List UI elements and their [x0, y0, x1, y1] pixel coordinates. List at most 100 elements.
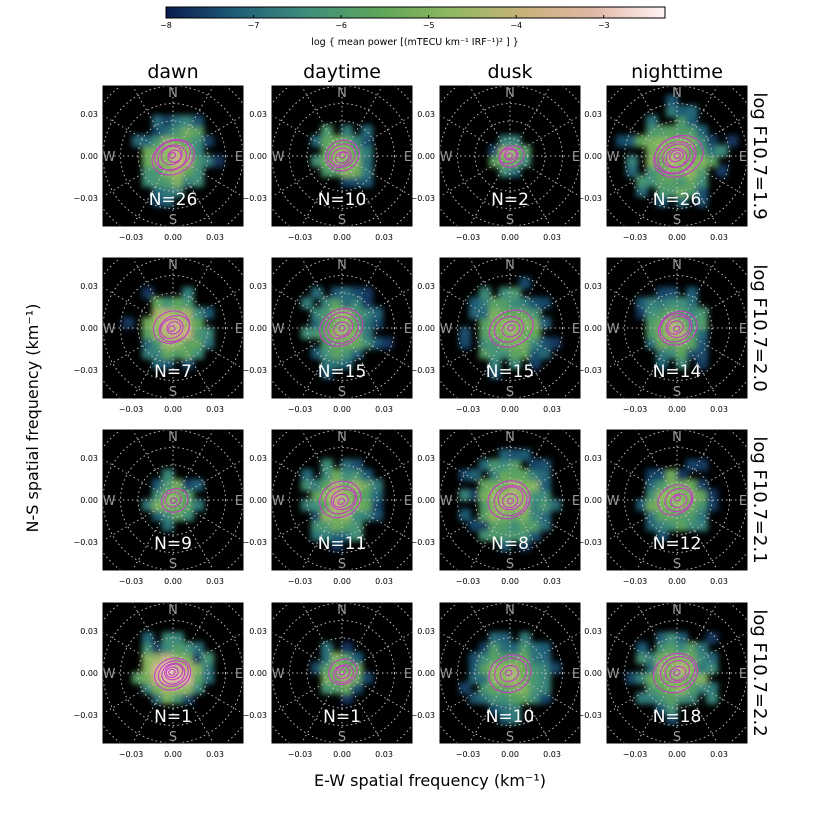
heatmap-cell: [509, 317, 521, 329]
heatmap-cell: [142, 632, 154, 644]
heatmap-cell: [479, 459, 491, 471]
heatmap-cell: [519, 479, 531, 491]
panel-dusk-2: N S W E N=8 −0.03 0.03 0.00 0.00 0.03 −0.03: [410, 429, 581, 586]
x-tick-label: 0.00: [668, 233, 686, 242]
contours: [657, 484, 694, 516]
heatmap-cell: [321, 367, 333, 379]
heatmap-cell: [321, 155, 333, 167]
x-tick-label: 0.00: [333, 233, 351, 242]
heatmap-cell: [646, 317, 658, 329]
contours: [325, 139, 360, 172]
contour-line: [167, 149, 182, 163]
heatmap-cell: [331, 287, 343, 299]
panel-frame: [271, 85, 413, 227]
heatmap-cell: [351, 297, 363, 309]
y-tick-label: 0.00: [249, 496, 267, 505]
y-tick-label: −0.03: [410, 711, 435, 720]
x-tick-label: 0.03: [375, 577, 393, 586]
grid-spoke: [103, 287, 243, 369]
heatmap-cell: [321, 519, 333, 531]
heatmap-cell: [539, 347, 551, 359]
heatmap-cell: [469, 519, 481, 531]
grid-spoke: [440, 632, 580, 714]
heatmap-cell: [331, 489, 343, 501]
heatmap-cell: [676, 499, 688, 511]
compass-label: N: [672, 86, 682, 101]
row-label: log F10.7=2.0: [749, 264, 770, 391]
heatmap-cell: [686, 519, 698, 531]
grid-circle: [474, 292, 546, 364]
heatmap-cell: [351, 672, 363, 684]
heatmap-cell: [321, 297, 333, 309]
contour-line: [160, 145, 183, 166]
contour-line: [662, 143, 691, 169]
heatmap-cell: [656, 347, 668, 359]
compass-label: E: [572, 150, 580, 165]
heatmap-cell: [142, 145, 154, 157]
heatmap-cell: [351, 317, 363, 329]
heatmap-cell: [686, 175, 698, 187]
contours: [488, 654, 532, 694]
heatmap-cell: [371, 479, 383, 491]
heatmap-cell: [666, 297, 678, 309]
grid-circle: [474, 464, 546, 536]
heatmap-cell: [172, 297, 184, 309]
heatmap-cell: [656, 175, 668, 187]
compass-label: N: [505, 86, 515, 101]
panel-frame: [102, 85, 244, 227]
heatmap-cell: [646, 509, 658, 521]
contour-line: [154, 657, 192, 691]
heatmap-cell: [361, 489, 373, 501]
heatmap-cell: [686, 105, 698, 117]
grid-circle: [641, 292, 713, 364]
grid-circle: [457, 103, 563, 209]
heatmap-cell: [192, 662, 204, 674]
colorbar-tick-label: −8: [160, 21, 172, 30]
heatmap-cell: [469, 297, 481, 309]
grid-circle: [306, 464, 378, 536]
contour-line: [664, 487, 693, 513]
heatmap-cell: [341, 347, 353, 359]
grid-circle: [289, 620, 395, 726]
compass-label: S: [169, 385, 177, 400]
heatmap-cell: [646, 662, 658, 674]
heatmap-cell: [676, 195, 688, 207]
heatmap-cell: [499, 317, 511, 329]
y-tick-label: 0.00: [80, 496, 98, 505]
heatmap-cell: [499, 469, 511, 481]
heatmap-cell: [686, 347, 698, 359]
heatmap-cell: [529, 642, 541, 654]
heatmap-cell: [459, 509, 471, 521]
x-tick-label: 0.03: [206, 233, 224, 242]
heatmap-cell: [656, 195, 668, 207]
contour-line: [338, 324, 346, 332]
contour-line: [327, 143, 356, 169]
contours: [653, 652, 699, 694]
heatmap-cell: [696, 357, 708, 369]
heatmap-cell: [696, 662, 708, 674]
heatmap-cell: [666, 479, 678, 491]
sample-count-label: N=8: [491, 534, 529, 554]
heatmap-cell: [726, 135, 738, 147]
heatmap-cell: [509, 135, 521, 147]
heatmap-cell: [192, 155, 204, 167]
heatmap-cell: [361, 135, 373, 147]
heatmap-cell: [361, 327, 373, 339]
contour-line: [657, 310, 698, 346]
y-tick-label: −0.03: [410, 366, 435, 375]
heatmap-cell: [489, 632, 501, 644]
y-tick-label: −0.03: [242, 194, 267, 203]
contour-line: [499, 147, 519, 165]
y-tick-label: 0.00: [80, 324, 98, 333]
heatmap-cell: [696, 125, 708, 137]
heatmap-cell: [351, 165, 363, 177]
heatmap-cell: [152, 509, 164, 521]
heatmap-cell: [509, 165, 521, 177]
heatmap-cell: [676, 469, 688, 481]
contours: [319, 308, 364, 347]
compass-label: W: [103, 667, 116, 682]
contour-line: [324, 485, 358, 515]
polar-grid: [103, 258, 243, 398]
compass-label: S: [338, 385, 346, 400]
contour-line: [337, 498, 346, 505]
